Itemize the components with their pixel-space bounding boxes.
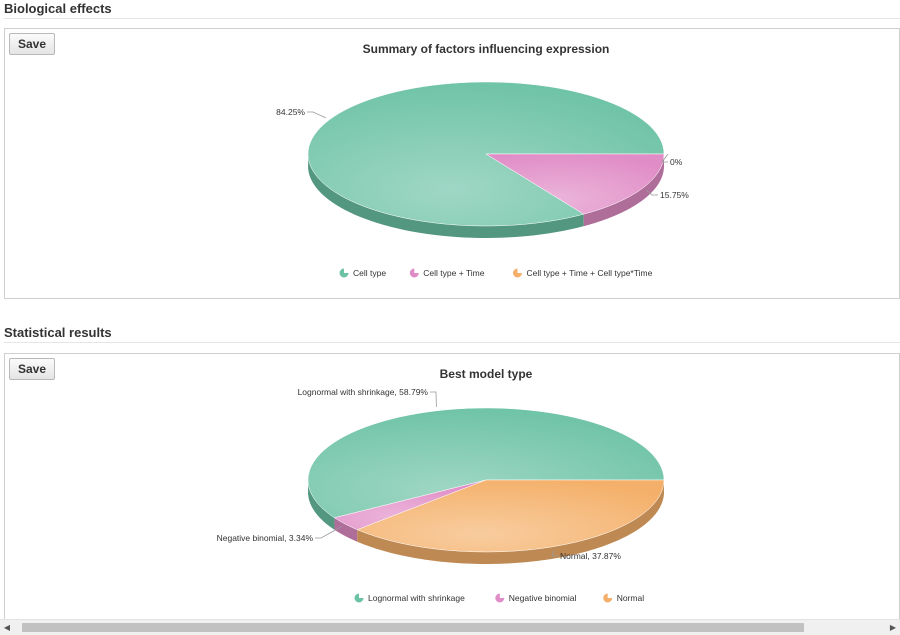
- legend-label: Cell type + Time + Cell type*Time: [527, 268, 653, 278]
- pie-slice-lognormal-with-shrinkage[interactable]: [307, 407, 665, 519]
- pie-sides: [308, 480, 664, 564]
- pie-slice-side-negative-binomial: [334, 517, 358, 542]
- legend-item-normal[interactable]: Normal: [603, 593, 644, 603]
- data-label-leader: [551, 550, 558, 557]
- section-title-statistical-results: Statistical results: [4, 325, 112, 340]
- data-label-leader: [430, 391, 437, 407]
- chart-panel-statistical-results: Best model type Lognormal with shrinkage,…: [4, 353, 900, 627]
- legend-label: Normal: [617, 593, 645, 603]
- horizontal-scrollbar[interactable]: ◀ ▶: [0, 619, 900, 635]
- chart-legend: Cell type Cell type + Time Cell type + Tim…: [339, 268, 653, 278]
- legend-pie-icon: [495, 593, 505, 603]
- scrollbar-thumb[interactable]: [22, 623, 804, 632]
- section-divider: [4, 342, 900, 343]
- legend-item-cell-type-time[interactable]: Cell type + Time: [409, 268, 485, 278]
- data-label-negative-binomial: Negative binomial, 3.34%: [217, 533, 314, 543]
- section-divider: [4, 18, 900, 19]
- save-button[interactable]: Save: [9, 358, 55, 380]
- legend-pie-icon: [513, 268, 522, 278]
- legend-pie-icon: [409, 268, 419, 278]
- data-label-normal: Normal, 37.87%: [560, 551, 621, 561]
- legend-label: Lognormal with shrinkage: [368, 593, 465, 603]
- pie-slice-side-normal: [357, 480, 664, 564]
- legend-pie-icon: [339, 268, 349, 278]
- scroll-left-icon[interactable]: ◀: [3, 623, 11, 632]
- data-label-lognormal-with-shrinkage: Lognormal with shrinkage, 58.79%: [298, 387, 429, 397]
- pie-slice-side-cell-type: [308, 156, 584, 238]
- scroll-right-icon[interactable]: ▶: [889, 623, 897, 632]
- data-label-leader: [315, 526, 343, 539]
- section-title-biological-effects: Biological effects: [4, 1, 112, 16]
- legend-item-lognormal-with-shrinkage[interactable]: Lognormal with shrinkage: [354, 593, 466, 603]
- legend-label: Cell type: [353, 268, 386, 278]
- chart-legend: Lognormal with shrinkage Negative binomia…: [354, 593, 644, 603]
- save-button[interactable]: Save: [9, 33, 55, 55]
- legend-label: Cell type + Time: [423, 268, 484, 278]
- pie-slice-normal[interactable]: [356, 479, 665, 553]
- data-label-leader: [661, 153, 669, 163]
- chart-title: Best model type: [440, 367, 533, 381]
- legend-item-cell-type[interactable]: Cell type: [339, 268, 387, 278]
- chart-title: Summary of factors influencing expressio…: [363, 42, 610, 56]
- legend-item-cell-type-time-cell-type-time[interactable]: Cell type + Time + Cell type*Time: [513, 268, 653, 278]
- data-label-leader: [307, 111, 326, 119]
- pie-slice-side-lognormal-with-shrinkage: [308, 482, 335, 530]
- data-label-cell-type-time: 15.75%: [660, 190, 689, 200]
- chart-panel-biological-effects: Summary of factors influencing expressio…: [4, 28, 900, 299]
- data-label-cell-type: 84.25%: [276, 107, 305, 117]
- legend-pie-icon: [603, 593, 613, 603]
- pie-chart-model-type: Best model type Lognormal with shrinkage,…: [217, 367, 665, 603]
- legend-label: Negative binomial: [509, 593, 577, 603]
- legend-pie-icon: [354, 593, 364, 603]
- data-label-cell-type-time-cell-type-time: 0%: [670, 157, 683, 167]
- pie-chart-factors: Summary of factors influencing expressio…: [276, 42, 689, 278]
- data-label-leader: [645, 189, 658, 196]
- legend-item-negative-binomial[interactable]: Negative binomial: [495, 593, 576, 603]
